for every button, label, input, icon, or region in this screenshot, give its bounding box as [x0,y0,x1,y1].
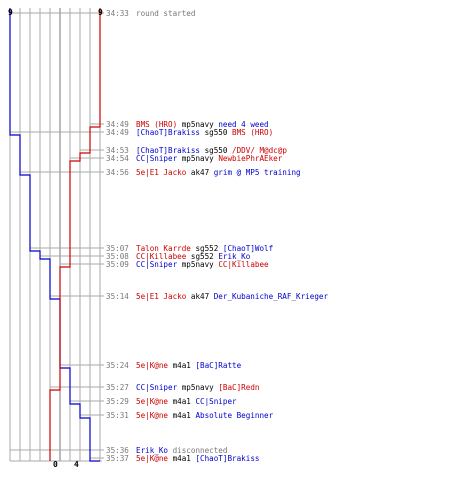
event-timestamp: 35:14 [106,292,129,301]
event-line: Erik_Ko disconnected [136,446,227,455]
event-part: Absolute Beginner [195,411,273,420]
event-part: NewbiePhrAEker [218,154,282,163]
event-part: 5e|K@ne [136,454,168,463]
event-part: Erik_Ko [136,446,168,455]
event-part: CC|Sniper [136,154,178,163]
event-part: [ChaoT]Brakiss [195,454,259,463]
blue-team-line [9,8,100,462]
event-line: round started [136,9,195,18]
event-part: 5e|K@ne [136,397,168,406]
event-part: Talon Karrde [136,244,191,253]
connector-layer [10,12,104,459]
event-part: sg552 [191,244,223,253]
red-end-score: 4 [74,460,79,469]
event-part: 5e|E1 Jacko [136,292,187,301]
event-part: BMS (HRO) [136,120,177,129]
event-part: m4a1 [168,454,195,463]
event-part: Der_Kubaniche_RAF_Krieger [214,292,329,301]
red-start-score: 9 [98,8,103,17]
event-timestamp: 34:33 [106,9,129,18]
event-part: m4a1 [168,361,195,370]
event-timestamp: 34:56 [106,168,129,177]
event-part: sg550 [200,128,232,137]
event-part: mp5navy [177,120,218,129]
event-log: 34:33 round started 34:49 BMS (HRO) mp5navy… [106,9,328,463]
event-timestamp: 35:07 [106,244,129,253]
event-line: 5e|K@ne m4a1 CC|Sniper [136,397,237,406]
event-part: sg550 [200,146,232,155]
event-timestamp: 35:27 [106,383,129,392]
event-line: [ChaoT]Brakiss sg550 /DDV/ M@dc@p [136,146,287,155]
event-line: 5e|K@ne m4a1 Absolute Beginner [136,411,274,420]
event-part: CC|Killabee [136,252,187,261]
event-timestamp: 35:36 [106,446,129,455]
red-team-line [49,8,101,461]
event-part: 5e|E1 Jacko [136,168,187,177]
event-timestamp: 34:53 [106,146,129,155]
event-timestamp: 35:37 [106,454,129,463]
event-line: 5e|K@ne m4a1 [BaC]Ratte [136,361,242,370]
event-part: ak47 [186,168,213,177]
event-part: round started [136,9,195,18]
event-line: CC|Sniper mp5navy NewbiePhrAEker [136,154,283,163]
event-line: 5e|E1 Jacko ak47 grim @ MP5 training [136,168,301,177]
event-line: 5e|K@ne m4a1 [ChaoT]Brakiss [136,454,259,463]
event-timestamp: 35:29 [106,397,129,406]
event-part: ak47 [186,292,213,301]
event-part: m4a1 [168,411,195,420]
event-part: [ChaoT]Brakiss [136,146,200,155]
event-part: CC|Sniper [195,397,237,406]
event-timestamp: 34:54 [106,154,129,163]
event-line: CC|Killabee sg552 Erik_Ko [136,252,251,261]
event-part: mp5navy [177,154,218,163]
event-part: 5e|K@ne [136,411,168,420]
blue-end-score: 0 [53,460,58,469]
event-line: [ChaoT]Brakiss sg550 BMS (HRO) [136,128,273,137]
event-part: [BaC]Ratte [195,361,241,370]
event-part: disconnected [168,446,227,455]
event-timestamp: 35:24 [106,361,129,370]
event-timestamp: 35:08 [106,252,129,261]
series-layer [9,8,101,462]
event-line: BMS (HRO) mp5navy need 4 weed [136,120,269,129]
event-timestamp: 35:31 [106,411,129,420]
event-part: BMS (HRO) [232,128,273,137]
event-line: Talon Karrde sg552 [ChaoT]Wolf [136,244,273,253]
event-part: mp5navy [177,260,218,269]
event-part: CC|Sniper [136,383,178,392]
event-part: Erik_Ko [218,252,250,261]
event-part: need 4 weed [218,120,268,129]
event-line: CC|Sniper mp5navy CC|Killabee [136,260,269,269]
event-part: [ChaoT]Wolf [223,244,273,253]
blue-start-score: 9 [8,8,13,17]
event-part: mp5navy [177,383,218,392]
event-part: grim @ MP5 training [214,168,301,177]
event-part: CC|Killabee [218,260,269,269]
event-line: 5e|E1 Jacko ak47 Der_Kubaniche_RAF_Krieg… [136,292,328,301]
event-part: [ChaoT]Brakiss [136,128,200,137]
event-timestamp: 34:49 [106,128,129,137]
event-part: [BaC]Redn [218,383,259,392]
event-timestamp: 34:49 [106,120,129,129]
event-timestamp: 35:09 [106,260,129,269]
event-part: CC|Sniper [136,260,178,269]
event-line: CC|Sniper mp5navy [BaC]Redn [136,383,259,392]
score-label-layer: 9 9 0 4 [8,8,103,469]
event-part: m4a1 [168,397,195,406]
event-part: 5e|K@ne [136,361,168,370]
event-part: /DDV/ M@dc@p [232,146,287,155]
grid-layer [9,8,102,462]
event-part: sg552 [186,252,218,261]
